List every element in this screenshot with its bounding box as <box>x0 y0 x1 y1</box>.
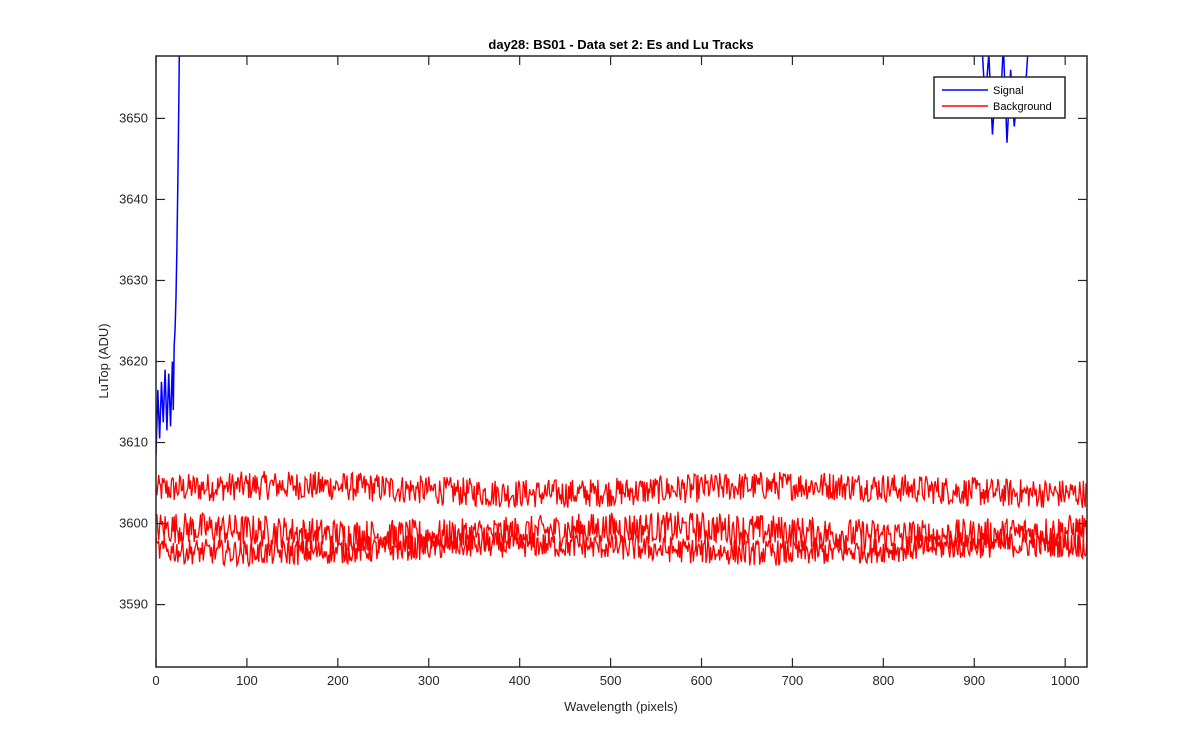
y-tick-label: 3640 <box>119 191 148 206</box>
y-tick-label: 3590 <box>119 597 148 612</box>
chart-title: day28: BS01 - Data set 2: Es and Lu Trac… <box>488 37 753 52</box>
plot-area <box>156 56 1087 667</box>
signal-segment-1 <box>156 56 181 455</box>
y-tick-label: 3630 <box>119 272 148 287</box>
x-tick-label: 900 <box>963 673 985 688</box>
x-tick-label: 0 <box>152 673 159 688</box>
legend: Signal Background <box>933 76 1066 119</box>
x-tick-label: 100 <box>236 673 258 688</box>
x-tick-label: 600 <box>691 673 713 688</box>
y-tick-label: 3650 <box>119 110 148 125</box>
x-tick-label: 1000 <box>1051 673 1080 688</box>
y-tick-label: 3600 <box>119 516 148 531</box>
background-track-3 <box>156 530 1087 568</box>
legend-box <box>933 76 1066 119</box>
legend-background-label: Background <box>993 101 1052 113</box>
background-track-1 <box>156 471 1087 510</box>
x-tick-label: 400 <box>509 673 531 688</box>
y-tick-label: 3610 <box>119 435 148 450</box>
x-tick-label: 500 <box>600 673 622 688</box>
axes-layer: 0 100 200 300 400 500 600 700 800 900 1000 3590 3600… <box>119 55 1088 688</box>
x-tick-label: 200 <box>327 673 349 688</box>
y-tick-label: 3620 <box>119 354 148 369</box>
x-tick-label: 800 <box>872 673 894 688</box>
legend-signal-label: Signal <box>993 85 1024 97</box>
x-axis-title: Wavelength (pixels) <box>564 699 678 714</box>
y-axis-title: LuTop (ADU) <box>96 323 111 398</box>
x-tick-label: 300 <box>418 673 440 688</box>
background-track-2 <box>156 511 1087 553</box>
x-tick-label: 700 <box>782 673 804 688</box>
